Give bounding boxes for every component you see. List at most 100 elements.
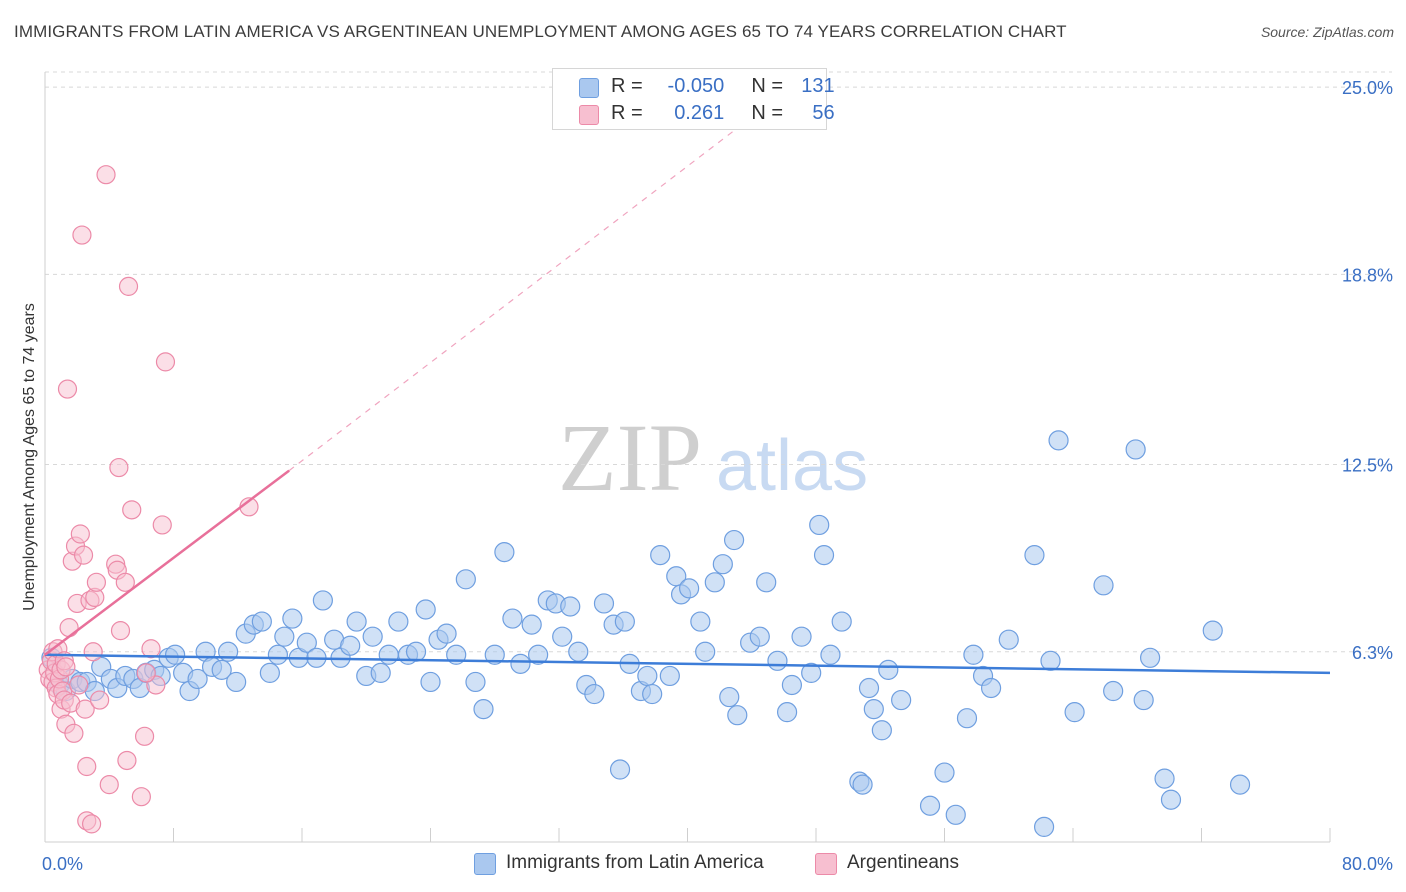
data-point-latin-america [1154,768,1175,789]
data-point-latin-america [809,514,830,536]
data-point-latin-america [1160,789,1182,810]
data-point-latin-america [642,683,663,705]
data-point-latin-america [831,611,852,632]
y-tick-label: 12.5% [1342,456,1393,476]
data-point-latin-america [719,686,740,708]
y-tick-label: 18.8% [1342,265,1393,285]
data-point-latin-america [593,593,615,614]
data-point-latin-america [858,677,880,699]
data-point-latin-america [1229,774,1251,795]
tick-labels: 6.3% 12.5% 18.8% 25.0% 0.0% 80.0% [42,78,1393,874]
data-point-latin-america [528,644,549,665]
data-point-latin-america [690,611,711,632]
data-point-latin-america [1125,439,1146,460]
data-point-latin-america [568,641,589,662]
data-point-argentineans [117,750,137,771]
data-point-latin-america [340,635,361,656]
legend-n-value-series1: 131 [801,75,835,97]
data-point-latin-america [282,608,303,629]
data-point-latin-america [502,608,523,629]
data-point-latin-america [781,674,803,696]
data-point-latin-america [484,644,505,665]
chart-title: IMMIGRANTS FROM LATIN AMERICA VS ARGENTI… [14,22,1067,41]
data-point-argentineans [118,276,139,296]
data-point-argentineans [70,524,90,544]
data-point-latin-america [165,644,186,665]
source-label: Source: ZipAtlas.com [1260,24,1394,40]
data-point-argentineans [131,787,151,807]
data-point-latin-america [312,590,333,611]
data-point-argentineans [56,657,76,677]
data-point-argentineans [136,663,156,683]
data-point-argentineans [109,457,129,478]
data-point-argentineans [96,165,116,185]
trend-line-argentineans [44,469,290,656]
data-point-latin-america [494,542,515,563]
data-point-latin-america [274,626,295,647]
data-point-argentineans [152,515,172,535]
data-point-latin-america [378,644,399,665]
data-point-latin-america [584,683,605,705]
data-point-latin-america [695,641,716,662]
legend-r-value-series2: 0.261 [674,102,725,124]
data-point-latin-america [1103,680,1124,702]
data-point-latin-america [465,671,486,693]
trend-lines [44,128,1331,675]
data-point-latin-america [259,662,280,684]
data-point-argentineans [59,618,79,638]
y-tick-label: 25.0% [1342,78,1393,98]
data-point-argentineans [155,352,176,372]
bottom-legend-swatch-pink [815,853,837,875]
data-point-latin-america [614,611,635,632]
data-point-latin-america [1139,647,1161,668]
legend-r-label: R = [611,102,643,124]
data-point-argentineans [122,500,142,520]
data-point-latin-america [934,762,955,783]
data-point-latin-america [878,659,899,680]
data-point-argentineans [57,379,78,399]
data-point-latin-america [767,650,788,671]
data-point-latin-america [609,759,631,780]
data-point-latin-america [455,569,476,590]
data-point-latin-america [473,699,494,720]
data-point-argentineans [90,690,110,710]
data-point-latin-america [749,626,770,647]
data-point-latin-america [267,644,289,665]
data-point-latin-america [521,614,542,635]
legend: R = -0.050 N = 131 R = 0.261 N = 56 [552,68,835,130]
data-point-latin-america [187,668,208,690]
axes [44,72,1331,843]
legend-r-label: R = [611,75,643,97]
data-point-argentineans [86,572,107,592]
data-point-latin-america [919,795,941,816]
data-point-argentineans [115,572,135,592]
data-point-latin-america [956,708,978,729]
data-point-argentineans [75,699,95,719]
data-point-latin-america [852,774,873,795]
x-tick-label: 80.0% [1342,854,1393,874]
data-point-latin-america [251,611,272,632]
data-point-latin-america [362,626,383,647]
data-point-latin-america [998,629,1019,650]
data-point-latin-america [820,644,841,665]
data-point-argentineans [134,726,155,746]
data-point-latin-america [679,578,700,599]
watermark-atlas: atlas [716,426,868,506]
data-point-argentineans [99,775,119,795]
data-point-latin-america [420,671,441,693]
data-point-latin-america [1033,816,1055,838]
legend-n-value-series2: 56 [812,102,835,124]
data-point-latin-america [415,599,436,620]
legend-swatch-blue [579,78,599,98]
data-point-latin-america [659,665,680,687]
data-point-latin-america [723,529,745,551]
data-point-latin-america [980,677,1002,699]
data-point-argentineans [83,642,103,662]
data-point-latin-america [637,665,658,687]
data-point-latin-america [436,623,457,644]
data-point-latin-america [891,689,912,711]
trend-line-latin-america [44,653,1331,675]
data-point-latin-america [1202,620,1223,641]
data-point-latin-america [211,659,232,680]
